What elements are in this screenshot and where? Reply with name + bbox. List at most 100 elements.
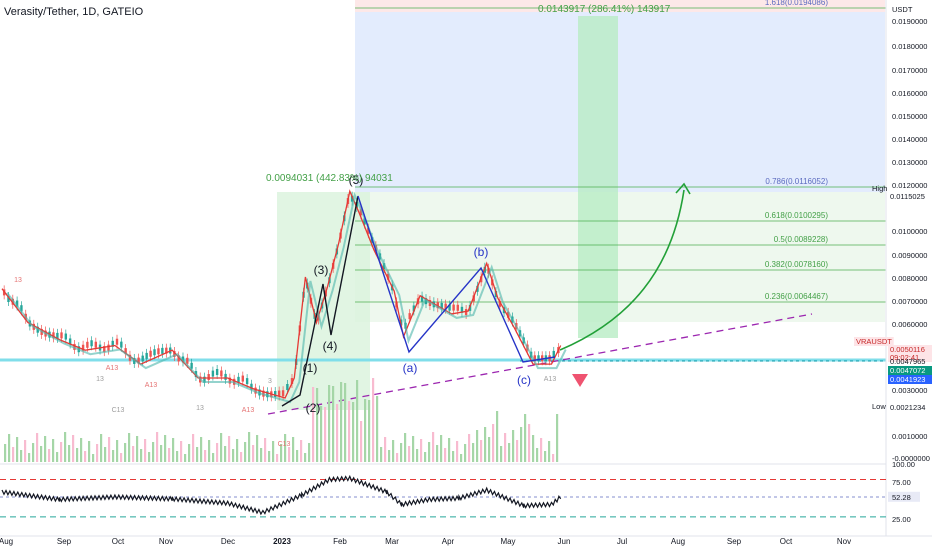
price-candle	[211, 370, 215, 377]
date-tick-label: Feb	[333, 537, 347, 546]
price-candle	[7, 296, 10, 303]
volume-bar	[448, 438, 451, 462]
price-candle	[190, 362, 193, 369]
price-candle	[60, 332, 63, 339]
price-candle	[207, 374, 210, 381]
price-label: 0.0047072	[890, 366, 925, 375]
fib-level-label: 0.786(0.0116052)	[765, 177, 828, 186]
volume-bar	[4, 444, 7, 462]
price-candle	[220, 370, 223, 377]
sequence-label: 13	[196, 405, 204, 412]
volume-bar	[436, 445, 439, 462]
volume-bar	[516, 440, 519, 462]
volume-bar	[432, 432, 435, 462]
volume-bar	[148, 452, 151, 462]
volume-bar	[76, 448, 79, 462]
date-tick-label: Aug	[0, 537, 13, 546]
price-candle	[86, 341, 89, 348]
price-tick-label: -0.0000000	[892, 454, 930, 463]
oscillator-line	[1, 474, 562, 516]
price-candle	[157, 348, 160, 355]
volume-bar	[296, 450, 299, 462]
volume-bar	[36, 433, 39, 462]
volume-bar	[556, 414, 559, 462]
wave-label: (a)	[403, 361, 418, 375]
volume-bar	[356, 380, 359, 462]
volume-bar	[192, 434, 195, 462]
price-label: 0.0047965	[890, 357, 925, 366]
price-candle	[456, 304, 459, 311]
price-candle	[452, 304, 455, 311]
price-candle	[498, 300, 502, 307]
volume-bar	[132, 446, 135, 462]
price-candle	[20, 305, 23, 312]
volume-bar	[248, 432, 251, 462]
sequence-label: 3	[268, 378, 272, 385]
volume-bar	[276, 454, 279, 462]
price-candle	[408, 313, 411, 320]
price-candle	[444, 303, 447, 310]
volume-bar	[444, 448, 447, 462]
volume-bar	[104, 447, 107, 462]
price-candle	[141, 355, 144, 362]
volume-bar	[44, 436, 47, 462]
volume-bar	[80, 438, 83, 462]
volume-bar	[360, 421, 363, 462]
price-label: 0.0115025	[890, 192, 925, 201]
wave-label: (2)	[306, 401, 321, 415]
date-tick-label: Dec	[221, 537, 235, 546]
price-label-bg	[888, 375, 932, 384]
date-tick-label: Nov	[159, 537, 173, 546]
price-candle	[541, 355, 544, 362]
chart-title[interactable]: Verasity/Tether, 1D, GATEIO	[4, 6, 144, 18]
price-tick-label: 0.0030000	[892, 386, 927, 395]
price-label: 09:02:41	[890, 353, 919, 362]
volume-bar	[344, 383, 347, 462]
volume-bar	[72, 435, 75, 462]
target-measure-box	[578, 16, 618, 338]
volume-bar	[252, 445, 255, 462]
volume-bar	[172, 438, 175, 462]
volume-bar	[16, 437, 19, 462]
volume-bar	[88, 441, 91, 462]
price-candle	[173, 351, 176, 358]
volume-bar	[496, 411, 499, 462]
price-candle	[245, 378, 249, 385]
price-tick-label: 0.0090000	[892, 251, 927, 260]
price-candle	[460, 306, 464, 313]
price-candle	[228, 377, 232, 384]
date-tick-label: Oct	[780, 537, 793, 546]
volume-bar	[52, 439, 55, 462]
volume-bar	[96, 444, 99, 462]
volume-bar	[24, 440, 27, 462]
fib-level-label: 0.382(0.0078160)	[765, 260, 829, 269]
price-label-bg	[888, 353, 932, 362]
volume-bar	[120, 453, 123, 462]
date-tick-label: Jun	[558, 537, 571, 546]
volume-bar	[332, 386, 335, 462]
ema-slow-line	[6, 192, 567, 404]
wave-label: (3)	[314, 263, 329, 277]
volume-bar	[312, 387, 315, 462]
volume-bar	[152, 442, 155, 462]
price-label-bg	[854, 337, 894, 346]
date-tick-label: Nov	[837, 537, 851, 546]
corrective-wave-line	[357, 195, 556, 363]
impulse-wave-line	[281, 195, 359, 407]
volume-bar	[384, 437, 387, 462]
price-tick-label: 0.0150000	[892, 112, 927, 121]
volume-bar	[392, 440, 395, 462]
sequence-label: A13	[145, 382, 158, 389]
price-candle	[90, 340, 93, 347]
volume-bar	[260, 448, 263, 462]
fib-zone	[355, 192, 885, 322]
volume-bar	[476, 430, 479, 462]
price-candle	[56, 332, 59, 339]
date-tick-label: Sep	[727, 537, 742, 546]
volume-bar	[136, 436, 139, 462]
price-candle	[250, 383, 253, 390]
volume-bar	[340, 382, 343, 462]
price-candle	[537, 355, 540, 362]
